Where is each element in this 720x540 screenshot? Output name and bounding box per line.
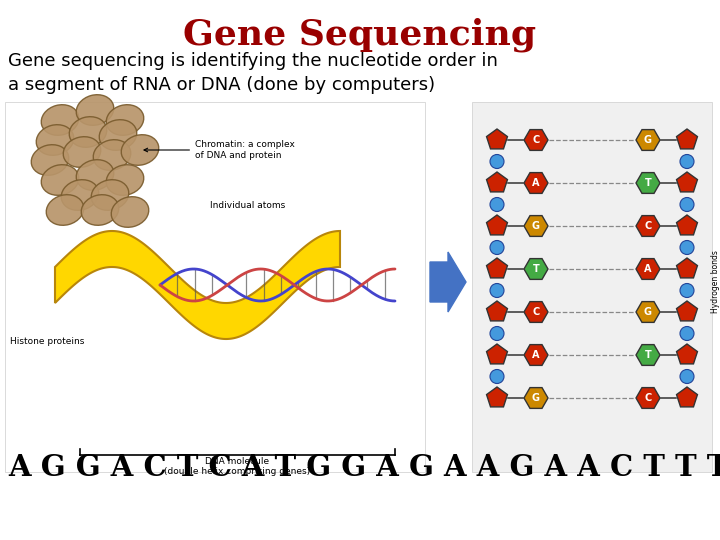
Polygon shape bbox=[677, 387, 698, 407]
Circle shape bbox=[490, 240, 504, 254]
Polygon shape bbox=[487, 344, 508, 364]
Text: Histone proteins: Histone proteins bbox=[10, 338, 84, 347]
Ellipse shape bbox=[41, 165, 78, 195]
Polygon shape bbox=[636, 302, 660, 322]
Text: C: C bbox=[532, 307, 539, 317]
Text: G: G bbox=[644, 135, 652, 145]
Text: T: T bbox=[644, 178, 652, 188]
Text: T: T bbox=[644, 350, 652, 360]
Polygon shape bbox=[487, 387, 508, 407]
Ellipse shape bbox=[76, 94, 114, 125]
Polygon shape bbox=[524, 130, 548, 151]
Text: C: C bbox=[532, 135, 539, 145]
Text: A: A bbox=[644, 264, 652, 274]
Ellipse shape bbox=[36, 125, 73, 156]
Text: G: G bbox=[532, 393, 540, 403]
Circle shape bbox=[680, 154, 694, 168]
Polygon shape bbox=[524, 215, 548, 237]
Polygon shape bbox=[677, 258, 698, 278]
Polygon shape bbox=[677, 215, 698, 235]
Ellipse shape bbox=[69, 117, 107, 147]
Text: C: C bbox=[644, 221, 652, 231]
Ellipse shape bbox=[61, 180, 99, 210]
Ellipse shape bbox=[112, 197, 149, 227]
Ellipse shape bbox=[107, 105, 144, 136]
Ellipse shape bbox=[94, 140, 131, 170]
Polygon shape bbox=[487, 215, 508, 235]
Polygon shape bbox=[636, 345, 660, 366]
Circle shape bbox=[490, 284, 504, 298]
Text: A: A bbox=[532, 178, 540, 188]
Polygon shape bbox=[524, 302, 548, 322]
FancyArrow shape bbox=[430, 252, 466, 312]
Ellipse shape bbox=[121, 134, 158, 165]
Circle shape bbox=[490, 198, 504, 212]
Text: C: C bbox=[644, 393, 652, 403]
Text: Gene Sequencing: Gene Sequencing bbox=[184, 18, 536, 52]
Bar bbox=[5, 102, 425, 472]
Polygon shape bbox=[677, 172, 698, 192]
Text: G: G bbox=[644, 307, 652, 317]
Bar bbox=[472, 102, 712, 472]
Text: G: G bbox=[532, 221, 540, 231]
Circle shape bbox=[490, 154, 504, 168]
Polygon shape bbox=[677, 344, 698, 364]
Circle shape bbox=[490, 327, 504, 341]
Text: A G G A C T C A T G G A G A A G A A C T T T .: A G G A C T C A T G G A G A A G A A C T … bbox=[8, 453, 720, 482]
Ellipse shape bbox=[46, 195, 84, 225]
Polygon shape bbox=[55, 231, 340, 339]
Polygon shape bbox=[487, 172, 508, 192]
Ellipse shape bbox=[63, 137, 101, 167]
Polygon shape bbox=[487, 301, 508, 321]
Text: Hydrogen bonds: Hydrogen bonds bbox=[711, 251, 719, 313]
Polygon shape bbox=[487, 129, 508, 149]
Polygon shape bbox=[524, 259, 548, 279]
Polygon shape bbox=[677, 129, 698, 149]
Ellipse shape bbox=[81, 195, 119, 225]
Text: A: A bbox=[532, 350, 540, 360]
Text: Individual atoms: Individual atoms bbox=[210, 200, 285, 210]
Ellipse shape bbox=[107, 165, 144, 195]
Ellipse shape bbox=[76, 160, 114, 190]
Text: a segment of RNA or DNA (done by computers): a segment of RNA or DNA (done by compute… bbox=[8, 76, 435, 94]
Ellipse shape bbox=[91, 180, 129, 210]
Text: Gene sequencing is identifying the nucleotide order in: Gene sequencing is identifying the nucle… bbox=[8, 52, 498, 70]
Polygon shape bbox=[677, 301, 698, 321]
Polygon shape bbox=[636, 259, 660, 279]
Circle shape bbox=[490, 369, 504, 383]
Ellipse shape bbox=[31, 145, 68, 176]
Polygon shape bbox=[524, 345, 548, 366]
Text: DNA molecule
(double helix comprising genes): DNA molecule (double helix comprising ge… bbox=[164, 457, 310, 476]
Text: T: T bbox=[533, 264, 539, 274]
Ellipse shape bbox=[99, 120, 137, 150]
Circle shape bbox=[680, 284, 694, 298]
Polygon shape bbox=[636, 173, 660, 193]
Circle shape bbox=[680, 369, 694, 383]
Polygon shape bbox=[487, 258, 508, 278]
Polygon shape bbox=[636, 130, 660, 151]
Polygon shape bbox=[636, 388, 660, 408]
Ellipse shape bbox=[41, 105, 78, 136]
Polygon shape bbox=[524, 173, 548, 193]
Circle shape bbox=[680, 240, 694, 254]
Text: Chromatin: a complex
of DNA and protein: Chromatin: a complex of DNA and protein bbox=[144, 140, 295, 160]
Polygon shape bbox=[636, 215, 660, 237]
Circle shape bbox=[680, 198, 694, 212]
Polygon shape bbox=[524, 388, 548, 408]
Circle shape bbox=[680, 327, 694, 341]
